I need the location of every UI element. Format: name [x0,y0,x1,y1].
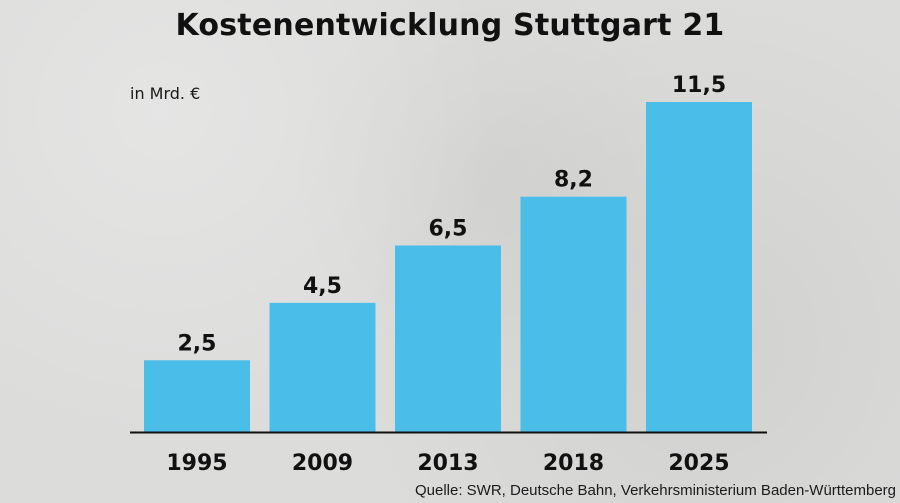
value-label-2009: 4,5 [303,274,342,299]
x-tick-label-2013: 2013 [417,451,478,476]
unit-label: in Mrd. € [130,84,201,103]
value-label-2013: 6,5 [429,216,468,241]
bar-2013 [395,245,501,432]
value-label-2018: 8,2 [554,168,593,193]
bar-2009 [269,302,376,432]
x-tick-label-2009: 2009 [292,451,353,476]
bar-2025 [646,102,752,432]
x-tick-label-2018: 2018 [543,451,604,476]
x-tick-label-1995: 1995 [166,451,227,476]
value-label-1995: 2,5 [178,331,217,356]
source-note: Quelle: SWR, Deutsche Bahn, Verkehrsmini… [414,482,896,499]
x-tick-label-2025: 2025 [668,451,729,476]
bar-1995 [144,360,250,432]
bar-2018 [520,196,627,432]
value-label-2025: 11,5 [672,73,726,98]
chart-title: Kostenentwicklung Stuttgart 21 [175,8,725,43]
